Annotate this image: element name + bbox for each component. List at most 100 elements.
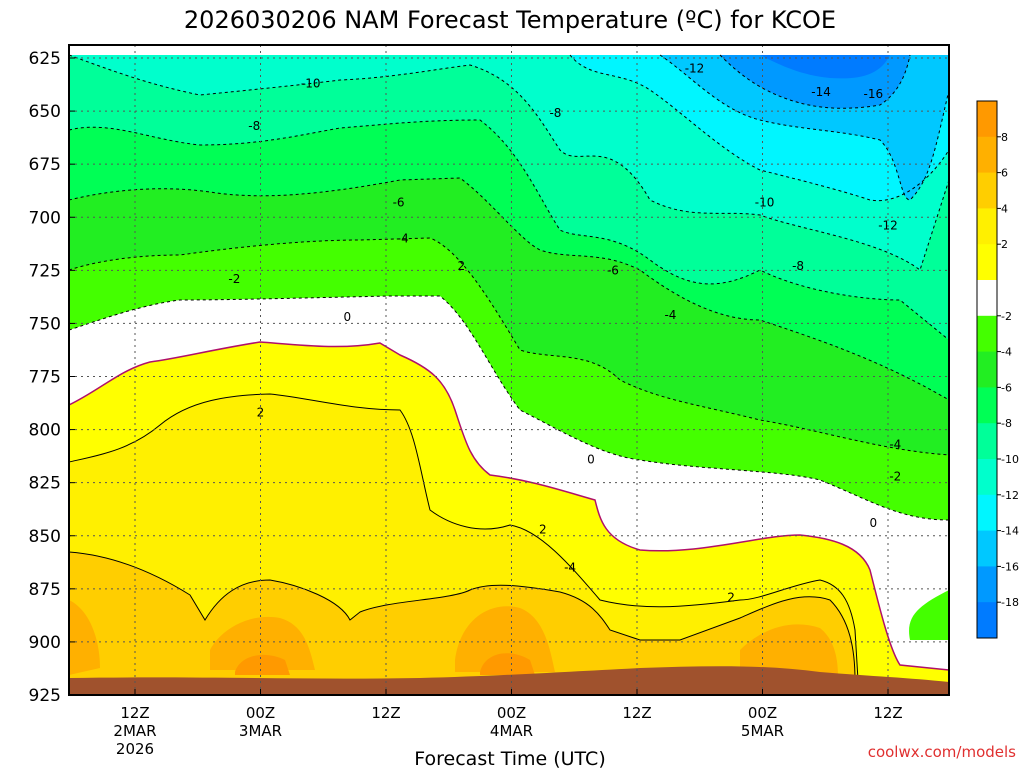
colorbar-label: -10	[1001, 453, 1019, 466]
contour-label: 0	[587, 452, 595, 466]
contour-label: -8	[549, 106, 561, 120]
credit-text: coolwx.com/models	[868, 743, 1016, 761]
contour-label: -2	[228, 272, 240, 286]
y-tick-label: 725	[29, 261, 61, 281]
x-tick-label: 2MAR	[113, 722, 156, 740]
contour-label: -10	[755, 195, 775, 209]
y-tick-label: 825	[29, 474, 61, 494]
field-m18-m20	[760, 55, 890, 79]
colorbar-swatch	[977, 351, 997, 388]
contour-label: -6	[607, 263, 619, 277]
contour-0	[69, 341, 949, 671]
x-tick-label: 12Z	[873, 704, 902, 722]
field-8-10	[235, 653, 535, 675]
contour-label: -12	[878, 219, 898, 233]
x-tick-label: 3MAR	[239, 722, 282, 740]
colorbar-label: -6	[1001, 381, 1012, 394]
contour-m14	[659, 54, 949, 201]
plot-frame	[68, 44, 950, 696]
colorbar-swatch	[977, 208, 997, 245]
colorbar-label: 2	[1001, 238, 1008, 251]
contour-label: 2	[727, 590, 735, 604]
contour-labels: -12 -14 -16 -10 -8 -8 -10 -12 -6 -4 -6 -8 -2 2 0 -4 2 0 -4…	[228, 62, 901, 605]
colorbar-swatch	[977, 494, 997, 532]
contour-lines	[69, 54, 949, 681]
x-tick-label: 2026	[116, 740, 154, 758]
colorbar-label: 8	[1001, 131, 1008, 144]
contour-label: -2	[889, 469, 901, 483]
colorbar-swatch	[977, 423, 997, 460]
contour-m4	[69, 237, 949, 456]
contour-4	[69, 551, 856, 681]
x-tick-label: 12Z	[120, 704, 149, 722]
y-tick-label: 775	[29, 368, 61, 388]
contour-label: -12	[685, 62, 705, 76]
x-tick-label: 00Z	[748, 704, 777, 722]
contour-label: -4	[889, 437, 901, 451]
chart-title: 2026030206 NAM Forecast Temperature (ºC)…	[184, 6, 836, 34]
colorbar-label: 6	[1001, 167, 1008, 180]
x-tick-label: 5MAR	[741, 722, 784, 740]
colorbar-swatch	[977, 101, 997, 138]
colorbar-swatch	[977, 602, 997, 639]
contour-label: 2	[457, 259, 465, 273]
grid	[69, 45, 949, 695]
y-tick-label: 700	[29, 208, 61, 228]
y-tick-label: 900	[29, 633, 61, 653]
colorbar-swatch	[977, 459, 997, 496]
contour-label: -10	[301, 76, 321, 90]
colorbar-swatch	[977, 136, 997, 174]
contour-label: -8	[792, 259, 804, 273]
contour-label: -4	[397, 231, 409, 245]
contour-label: 2	[539, 522, 547, 536]
contour-m10	[69, 54, 949, 271]
colorbar-swatch	[977, 530, 997, 567]
y-tick-label: 850	[29, 527, 61, 547]
y-tick-label: 750	[29, 314, 61, 334]
contour-label: 0	[343, 310, 351, 324]
colorbar-swatch	[977, 387, 997, 424]
x-tick-label: 12Z	[622, 704, 651, 722]
contour-m16	[719, 54, 911, 109]
colorbar-swatch	[977, 566, 997, 603]
colorbar-label: 4	[1001, 202, 1008, 215]
contour-m6	[69, 177, 949, 401]
colorbar-label: -16	[1001, 560, 1019, 573]
x-tick-label: 00Z	[497, 704, 526, 722]
colorbar-swatch	[977, 244, 997, 281]
contour-label: -6	[393, 195, 405, 209]
contour-label: -4	[664, 308, 676, 322]
y-tick-label: 875	[29, 580, 61, 600]
x-axis-label: Forecast Time (UTC)	[414, 748, 605, 768]
colorbar-swatch	[977, 280, 997, 317]
colorbar-swatch	[977, 315, 997, 353]
y-tick-label: 800	[29, 421, 61, 441]
colorbar-label: -2	[1001, 310, 1012, 323]
colorbar-swatch	[977, 172, 997, 209]
colorbar-label: -4	[1001, 346, 1012, 359]
colorbar-label: -12	[1001, 489, 1019, 502]
y-tick-label: 625	[29, 49, 61, 69]
contour-m8	[69, 119, 949, 341]
y-tick-label: 650	[29, 102, 61, 122]
contour-label: -8	[248, 119, 260, 133]
contour-m12	[569, 54, 949, 202]
contour-label: 0	[870, 516, 878, 530]
x-tick-label: 4MAR	[490, 722, 533, 740]
contour-label: 2	[257, 406, 265, 420]
colorbar-frame	[976, 100, 998, 639]
colorbar-label: -8	[1001, 417, 1012, 430]
y-tick-label: 925	[29, 686, 61, 706]
y-axis: 625 650 675 700 725 750 775 800 825 850 875 900 925	[29, 49, 75, 706]
colorbar-label: -18	[1001, 596, 1019, 609]
contour-label: -4	[564, 561, 576, 575]
plot-area: -12 -14 -16 -10 -8 -8 -10 -12 -6 -4 -6 -8 -2 2 0 -4 2 0 -4…	[69, 45, 949, 695]
x-tick-label: 12Z	[371, 704, 400, 722]
colorbar: 8 6 4 2 -2 -4 -6 -8 -10 -12 -14 -16 -18	[976, 100, 1019, 639]
x-tick-label: 00Z	[246, 704, 275, 722]
y-tick-label: 675	[29, 155, 61, 175]
contour-label: -16	[864, 87, 884, 101]
ground	[69, 666, 949, 695]
contour-label: -14	[811, 85, 831, 99]
